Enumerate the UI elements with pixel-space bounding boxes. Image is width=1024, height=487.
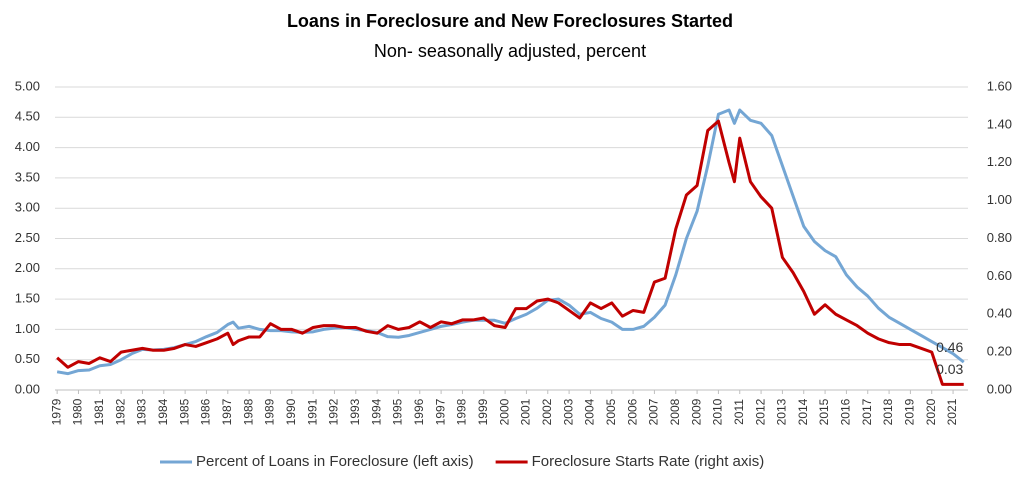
x-tick-label: 2002 <box>540 398 554 425</box>
x-tick-label: 2017 <box>860 398 874 425</box>
legend-label: Foreclosure Starts Rate (right axis) <box>532 453 765 470</box>
y2-tick-label: 0.80 <box>987 230 1012 245</box>
chart-subtitle: Non- seasonally adjusted, percent <box>374 41 646 61</box>
y2-tick-label: 0.40 <box>987 306 1012 321</box>
y2-tick-label: 1.20 <box>987 154 1012 169</box>
y-tick-label: 0.50 <box>15 351 40 366</box>
y-tick-label: 3.50 <box>15 169 40 184</box>
x-tick-label: 1989 <box>263 398 277 425</box>
x-tick-label: 2010 <box>711 398 725 425</box>
y-tick-label: 3.00 <box>15 200 40 215</box>
x-tick-label: 2005 <box>604 398 618 425</box>
x-tick-label: 1992 <box>327 398 341 425</box>
y-tick-label: 1.00 <box>15 321 40 336</box>
x-tick-label: 2013 <box>775 398 789 425</box>
x-tick-label: 1999 <box>476 398 490 425</box>
x-tick-label: 2019 <box>903 398 917 425</box>
x-tick-label: 1979 <box>49 398 63 425</box>
x-tick-label: 1984 <box>156 398 170 425</box>
x-tick-label: 1983 <box>135 398 149 425</box>
legend-label: Percent of Loans in Foreclosure (left ax… <box>196 453 474 470</box>
x-tick-label: 1980 <box>71 398 85 425</box>
x-tick-label: 2006 <box>625 398 639 425</box>
y-tick-label: 2.00 <box>15 260 40 275</box>
y-tick-label: 4.50 <box>15 109 40 124</box>
y-tick-label: 1.50 <box>15 291 40 306</box>
chart-title: Loans in Foreclosure and New Foreclosure… <box>287 11 733 31</box>
x-tick-label: 1988 <box>241 398 255 425</box>
x-tick-label: 1997 <box>433 398 447 425</box>
x-tick-label: 1991 <box>305 398 319 425</box>
x-tick-label: 2009 <box>689 398 703 425</box>
x-tick-label: 2003 <box>561 398 575 425</box>
x-tick-label: 1995 <box>391 398 405 425</box>
series-line <box>56 119 964 386</box>
y2-tick-label: 0.20 <box>987 344 1012 359</box>
y-tick-label: 0.00 <box>15 381 40 396</box>
y2-tick-label: 1.00 <box>987 192 1012 207</box>
data-label: 0.46 <box>936 339 963 355</box>
y2-tick-label: 0.00 <box>987 381 1012 396</box>
x-tick-label: 1998 <box>455 398 469 425</box>
x-tick-label: 2016 <box>839 398 853 425</box>
x-tick-label: 2021 <box>945 398 959 425</box>
x-tick-label: 2014 <box>796 398 810 425</box>
x-tick-label: 2004 <box>583 398 597 425</box>
x-tick-label: 1982 <box>113 398 127 425</box>
x-tick-label: 1993 <box>348 398 362 425</box>
x-tick-label: 1986 <box>199 398 213 425</box>
x-tick-label: 2011 <box>732 399 746 425</box>
y-tick-label: 5.00 <box>15 78 40 93</box>
y-tick-label: 4.00 <box>15 139 40 154</box>
x-tick-label: 2008 <box>668 398 682 425</box>
y-tick-label: 2.50 <box>15 230 40 245</box>
x-tick-label: 2000 <box>497 398 511 425</box>
x-tick-label: 2015 <box>817 398 831 425</box>
x-tick-label: 2012 <box>753 398 767 425</box>
x-tick-label: 1994 <box>369 398 383 425</box>
y2-tick-label: 1.60 <box>987 78 1012 93</box>
x-tick-label: 1987 <box>220 398 234 425</box>
x-tick-label: 2007 <box>647 398 661 425</box>
x-tick-label: 1990 <box>284 398 298 425</box>
series-line <box>56 108 965 376</box>
x-tick-label: 1985 <box>177 398 191 425</box>
data-label: 0.03 <box>936 361 963 377</box>
x-tick-label: 1996 <box>412 398 426 425</box>
x-tick-label: 1981 <box>92 398 106 425</box>
y2-tick-label: 1.40 <box>987 116 1012 131</box>
x-tick-label: 2018 <box>881 398 895 425</box>
y2-tick-label: 0.60 <box>987 268 1012 283</box>
x-tick-label: 2020 <box>924 398 938 425</box>
x-tick-label: 2001 <box>519 398 533 425</box>
